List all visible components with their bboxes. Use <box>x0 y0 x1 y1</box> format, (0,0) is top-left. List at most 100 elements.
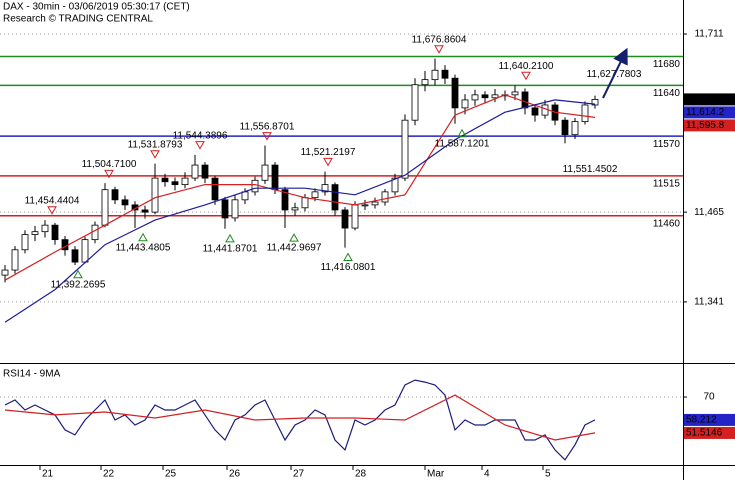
candle-body <box>321 184 329 193</box>
level-label-bg <box>646 58 680 71</box>
annotation-label: 11,556.8701 <box>240 121 295 132</box>
extreme-marker <box>521 71 531 81</box>
extreme-marker <box>225 233 235 243</box>
y-tick-label: 11,341 <box>694 297 724 308</box>
annotation-label: 11,416.0801 <box>321 262 376 273</box>
candle-body <box>21 234 29 251</box>
rsi-title: RSI14 - 9MA <box>3 369 61 380</box>
extreme-marker <box>434 45 444 54</box>
price-tag <box>684 93 735 106</box>
price-tag-label: 11,620.7 <box>686 94 725 105</box>
price-tag <box>684 119 735 132</box>
candle-body <box>421 79 429 86</box>
candle-body <box>381 191 389 203</box>
level-label-bg <box>646 177 680 190</box>
candle-body <box>161 177 169 183</box>
extreme-marker <box>457 128 467 138</box>
annotation-label: 11,392.2695 <box>51 279 106 290</box>
series-line <box>4 94 596 281</box>
candle-body <box>561 119 569 136</box>
annotation-label: 11,676.8604 <box>412 34 467 45</box>
candle-body <box>71 249 79 263</box>
price-tag-label: 51.5146 <box>686 428 723 439</box>
candle-body <box>221 199 229 219</box>
x-tick-label: 5 <box>545 469 551 480</box>
level-label-bg <box>646 217 680 230</box>
candle-body <box>521 91 529 109</box>
candle-body <box>91 224 99 241</box>
price-tag-label: 11,595.8 <box>686 120 725 131</box>
price-tag-label: 11,614.2 <box>686 107 725 118</box>
annotation-label: 11,504.7100 <box>82 159 137 170</box>
annotation-label: 11,531.8793 <box>128 139 183 150</box>
extreme-marker <box>73 269 83 279</box>
candle-body <box>181 177 189 186</box>
x-tick-label: 22 <box>103 469 115 480</box>
annotation-label: 11,640.2100 <box>499 61 554 72</box>
extreme-marker <box>138 232 148 242</box>
level-label-bg <box>646 138 680 151</box>
level-label: 11570 <box>653 139 681 150</box>
candle-body <box>531 107 539 116</box>
x-tick-label: 21 <box>42 469 54 480</box>
candle-body <box>261 164 269 181</box>
candle-body <box>41 224 49 233</box>
annotation-label: 11,443.4805 <box>116 242 171 253</box>
candle-body <box>291 207 299 211</box>
x-tick-label: 28 <box>355 469 367 480</box>
extreme-marker <box>47 206 57 215</box>
annotation-label: 11,442.9697 <box>267 243 322 254</box>
candle-body <box>581 104 589 123</box>
x-tick-label: 25 <box>165 469 177 480</box>
extreme-marker <box>104 169 114 179</box>
candle-body <box>1 269 9 276</box>
candle-body <box>341 209 349 229</box>
candle-body <box>241 191 249 201</box>
extreme-marker <box>323 157 333 167</box>
candle-body <box>351 204 359 229</box>
price-tag <box>684 426 735 439</box>
extreme-marker <box>195 141 205 150</box>
candle-body <box>171 181 179 186</box>
candle-body <box>301 197 309 209</box>
candle-body <box>591 99 599 106</box>
candle-body <box>201 164 209 179</box>
candle-body <box>571 121 579 136</box>
price-tag-label: 58.212 <box>686 415 717 426</box>
candle-body <box>401 119 409 179</box>
candle-body <box>441 69 449 79</box>
y-tick-label: 70 <box>703 392 715 403</box>
x-tick-label: 26 <box>229 469 241 480</box>
annotation-label: 11,441.8701 <box>203 244 258 255</box>
price-tag <box>684 413 735 426</box>
candle-body <box>461 99 469 109</box>
annotation-label: 11,587.1201 <box>435 138 490 149</box>
annotation-label: 11,544.3896 <box>173 130 228 141</box>
series-line <box>4 99 596 323</box>
chart-subtitle: Research © TRADING CENTRAL <box>3 14 153 25</box>
level-label: 11680 <box>653 59 681 70</box>
chart-title: DAX - 30min - 03/06/2019 05:30:17 (CET) <box>3 2 190 13</box>
level-label-bg <box>646 87 680 100</box>
candle-body <box>251 179 259 193</box>
candle-body <box>271 164 279 191</box>
candle-body <box>281 189 289 211</box>
candle-body <box>431 69 439 81</box>
candle-body <box>361 204 369 207</box>
y-tick-label: 11,711 <box>694 29 724 40</box>
price-tag <box>684 106 735 119</box>
candle-body <box>31 231 39 235</box>
candle-body <box>311 191 319 199</box>
candle-body <box>331 184 339 211</box>
y-tick-label: 11,465 <box>694 207 724 218</box>
x-tick-label: 27 <box>293 469 305 480</box>
candle-body <box>151 177 159 213</box>
candle-body <box>371 201 379 206</box>
candle-body <box>211 177 219 201</box>
candle-body <box>471 94 479 101</box>
extreme-marker <box>150 150 160 159</box>
candle-body <box>101 189 109 226</box>
candle-body <box>391 177 399 193</box>
series-line <box>4 394 596 441</box>
